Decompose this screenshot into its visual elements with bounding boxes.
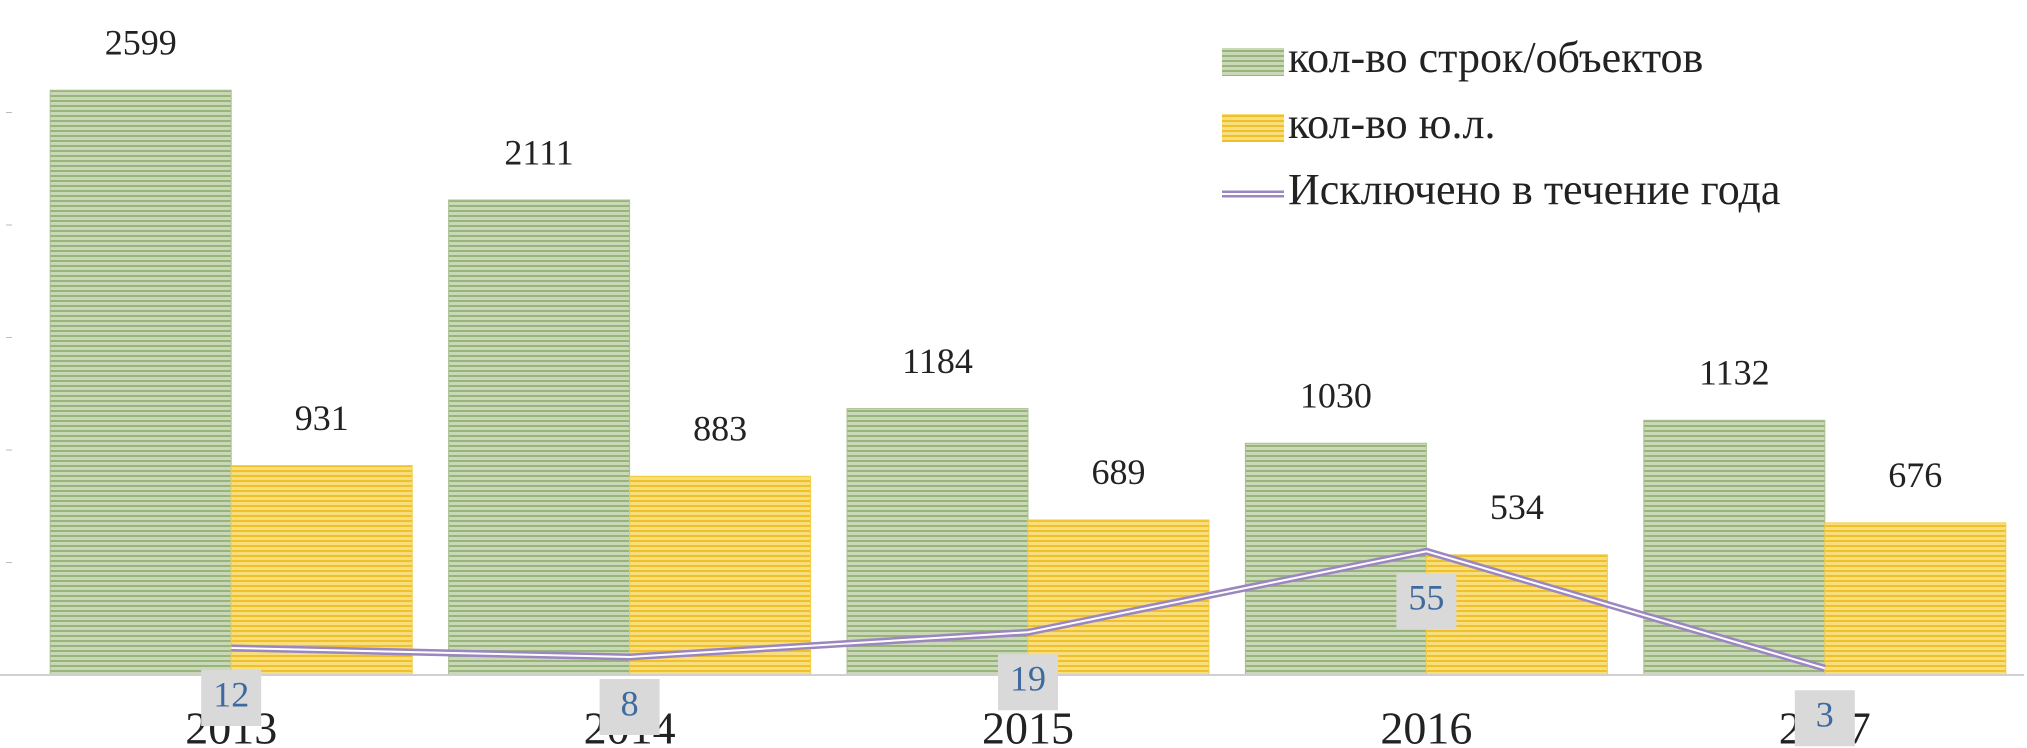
data-label: 2111 [504,132,573,172]
data-label: 1132 [1699,353,1770,393]
legend-label: кол-во строк/объектов [1288,33,1703,82]
label-box [1794,690,1855,747]
x-tick-label: 2016 [1380,703,1472,748]
line-label: 55 [1408,578,1444,618]
bar [448,199,631,676]
line-label: 12 [213,674,249,714]
bar [49,89,232,676]
line-label: 19 [1010,659,1046,699]
legend-label: Исключено в течение года [1288,165,1780,214]
data-label: 689 [1092,452,1146,492]
bar [1643,419,1826,676]
data-label: 2599 [105,22,177,62]
label-box [1396,573,1457,630]
label-box [201,670,262,726]
data-label: 931 [295,398,349,438]
data-label: 534 [1490,487,1544,527]
label-box [599,679,660,735]
bar [230,465,413,676]
bar [1824,522,2007,676]
line-label: 8 [621,683,639,723]
legend-key [1222,114,1284,142]
bar [846,408,1029,676]
data-label: 883 [693,409,747,449]
data-label: 1030 [1300,376,1372,416]
data-label: 676 [1888,455,1942,495]
line [231,550,1826,670]
data-label: 1184 [902,341,973,381]
bar [629,475,812,676]
legend-label: кол-во ю.л. [1288,99,1495,148]
legend-key [1222,48,1284,76]
bar [1027,519,1210,676]
line-label: 3 [1816,695,1834,735]
label-box [998,654,1058,711]
